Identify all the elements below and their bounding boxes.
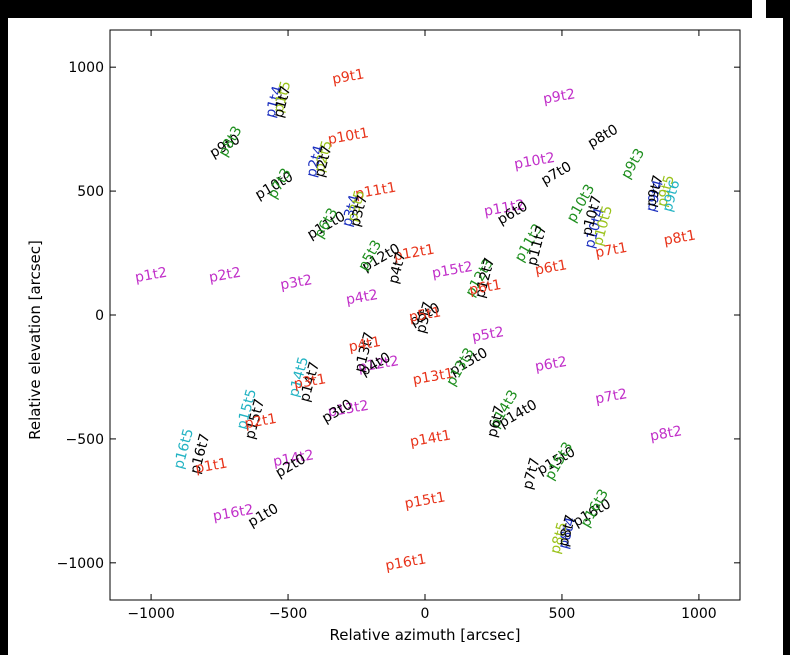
point-label-p7t1: p7t1: [594, 240, 628, 261]
point-label-p5t2: p5t2: [471, 324, 505, 345]
point-label-p11t2: p11t2: [483, 197, 526, 220]
point-label-p7t2: p7t2: [594, 386, 628, 407]
y-tick-label: 1000: [68, 60, 104, 76]
point-label-p15t2: p15t2: [431, 259, 474, 282]
point-label-p10t1: p10t1: [327, 125, 370, 148]
y-tick-label: 500: [77, 184, 104, 200]
y-tick-label: −1000: [57, 556, 104, 572]
y-tick-label: −500: [66, 432, 104, 448]
point-label-p11t1: p11t1: [354, 180, 397, 203]
point-label-p12t2: p12t2: [357, 353, 400, 376]
point-label-p14t2: p14t2: [272, 447, 315, 470]
point-label-p6t2: p6t2: [534, 354, 568, 375]
x-tick-label: 1000: [681, 606, 717, 622]
point-label-p8t2: p8t2: [649, 423, 683, 444]
point-label-p8t1: p8t1: [662, 227, 696, 248]
point-label-p2t1: p2t1: [243, 411, 277, 432]
x-tick-label: 0: [421, 606, 430, 622]
point-label-p16t1: p16t1: [384, 551, 427, 574]
point-label-p10t2: p10t2: [513, 150, 556, 173]
point-label-p3t1: p3t1: [293, 371, 327, 392]
point-label-p3t2: p3t2: [279, 272, 313, 293]
right-border-strip: [783, 0, 790, 655]
point-label-p13t2: p13t2: [327, 398, 370, 421]
x-tick-label: −500: [269, 606, 307, 622]
y-axis-label: Relative elevation [arcsec]: [26, 240, 44, 440]
x-axis-label: Relative azimuth [arcsec]: [329, 626, 520, 644]
point-label-p1t1: p1t1: [194, 455, 228, 476]
point-label-p6t1: p6t1: [468, 277, 502, 298]
left-border-strip: [0, 0, 8, 655]
y-tick-label: 0: [95, 308, 104, 324]
x-tick-label: 500: [549, 606, 576, 622]
axes: −1000 −500 0 500 1000 −1000 −500 0 500 1000: [57, 29, 741, 622]
point-label-p9t2: p9t2: [542, 86, 576, 107]
point-label-p13t1: p13t1: [412, 366, 455, 389]
point-label-p12t1: p12t1: [392, 242, 435, 265]
x-tick-label: −1000: [127, 606, 174, 622]
point-label-p4t1: p4t1: [347, 334, 381, 355]
point-label-p2t2: p2t2: [208, 265, 242, 286]
point-label-p15t1: p15t1: [403, 489, 446, 512]
point-label-p6t1: p6t1: [534, 257, 568, 278]
point-label-p16t2: p16t2: [212, 502, 255, 525]
point-label-p1t2: p1t2: [134, 265, 168, 286]
point-label-p5t1: p5t1: [408, 304, 442, 325]
point-label-p14t1: p14t1: [409, 427, 452, 450]
point-label-p9t1: p9t1: [331, 66, 365, 87]
point-label-p4t2: p4t2: [345, 287, 379, 308]
top-border-strip: [0, 0, 790, 18]
top-white-notch: [752, 0, 766, 18]
